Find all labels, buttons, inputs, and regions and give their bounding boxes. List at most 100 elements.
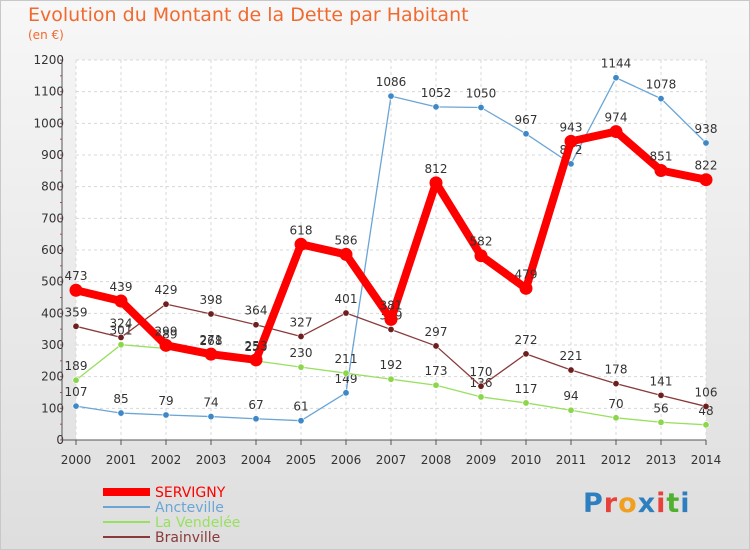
y-tick-label: 1200 [33, 53, 64, 67]
data-label-servigny: 582 [470, 235, 493, 249]
data-point-brainville [612, 380, 620, 388]
data-label-servigny: 851 [650, 150, 673, 164]
data-label-brainville: 297 [425, 325, 448, 339]
y-tick-label: 1100 [33, 85, 64, 99]
data-point-brainville [567, 366, 575, 374]
chart-title: Evolution du Montant de la Dette par Hab… [28, 4, 469, 26]
data-label-brainville: 398 [200, 293, 223, 307]
y-tick-label: 500 [41, 275, 64, 289]
data-point-ancteville [657, 95, 665, 103]
data-label-servigny: 299 [155, 324, 178, 338]
x-tick-label: 2010 [511, 453, 542, 467]
data-point-servigny [474, 249, 488, 263]
logo-letter: r [603, 488, 619, 519]
data-label-brainville: 170 [470, 365, 493, 379]
data-point-ancteville [252, 415, 260, 423]
data-point-brainville [297, 332, 305, 340]
data-label-ancteville: 1052 [421, 86, 452, 100]
data-point-servigny [69, 283, 83, 297]
data-label-brainville: 401 [335, 292, 358, 306]
data-point-ancteville [342, 389, 350, 397]
data-label-brainville: 364 [245, 304, 268, 318]
legend-label-brainville: Brainville [155, 530, 220, 546]
data-point-servigny [519, 281, 533, 295]
data-point-servigny [654, 164, 668, 178]
data-point-servigny [384, 312, 398, 326]
data-label-servigny: 479 [515, 267, 538, 281]
data-label-ancteville: 85 [113, 392, 128, 406]
data-point-ancteville [72, 402, 80, 410]
y-tick-label: 400 [41, 306, 64, 320]
data-label-servigny: 439 [110, 280, 133, 294]
data-label-la-vendel-e: 70 [608, 397, 623, 411]
data-point-ancteville [297, 417, 305, 425]
data-point-ancteville [477, 104, 485, 112]
data-label-servigny: 943 [560, 120, 583, 134]
data-label-la-vendel-e: 94 [563, 389, 578, 403]
data-point-ancteville [117, 409, 125, 417]
data-point-servigny [609, 125, 623, 139]
data-point-ancteville [162, 411, 170, 419]
x-tick-label: 2003 [196, 453, 227, 467]
data-label-ancteville: 1050 [466, 87, 497, 101]
x-tick-label: 2004 [241, 453, 272, 467]
data-label-ancteville: 61 [293, 400, 308, 414]
data-point-servigny [159, 338, 173, 352]
logo-letter: t [666, 488, 681, 519]
data-label-la-vendel-e: 211 [335, 352, 358, 366]
data-point-ancteville [387, 92, 395, 100]
x-tick-label: 2008 [421, 453, 452, 467]
data-label-la-vendel-e: 189 [65, 359, 88, 373]
data-label-servigny: 473 [65, 269, 88, 283]
legend-label-servigny: SERVIGNY [155, 485, 226, 501]
data-point-la-vendel-e [657, 418, 665, 426]
y-tick-label: 600 [41, 243, 64, 257]
x-tick-label: 2000 [61, 453, 92, 467]
data-label-la-vendel-e: 173 [425, 364, 448, 378]
data-label-brainville: 106 [695, 385, 718, 399]
data-point-servigny [294, 237, 308, 251]
data-label-servigny: 822 [695, 159, 718, 173]
data-point-la-vendel-e [477, 393, 485, 401]
y-tick-label: 800 [41, 180, 64, 194]
data-label-ancteville: 938 [695, 122, 718, 136]
x-tick-label: 2002 [151, 453, 182, 467]
data-point-ancteville [207, 413, 215, 421]
data-label-ancteville: 1086 [376, 75, 407, 89]
x-tick-label: 2012 [601, 453, 632, 467]
y-tick-label: 100 [41, 401, 64, 415]
data-point-brainville [342, 309, 350, 317]
data-label-servigny: 586 [335, 233, 358, 247]
legend-label-la-vendel-e: La Vendelée [155, 515, 240, 531]
data-point-ancteville [522, 130, 530, 138]
y-tick-label: 700 [41, 211, 64, 225]
data-point-brainville [72, 322, 80, 330]
data-point-la-vendel-e [297, 363, 305, 371]
data-label-brainville: 327 [290, 315, 313, 329]
data-point-la-vendel-e [117, 341, 125, 349]
data-point-la-vendel-e [387, 375, 395, 383]
data-point-servigny [339, 247, 353, 261]
data-point-servigny [249, 353, 263, 367]
logo-letter: o [618, 488, 638, 519]
data-point-la-vendel-e [612, 414, 620, 422]
x-tick-label: 2014 [691, 453, 722, 467]
data-label-servigny: 974 [605, 111, 628, 125]
legend-label-ancteville: Ancteville [155, 500, 224, 516]
data-point-ancteville [432, 103, 440, 111]
data-point-brainville [117, 333, 125, 341]
y-tick-label: 200 [41, 370, 64, 384]
data-point-la-vendel-e [702, 421, 710, 429]
data-point-brainville [522, 350, 530, 358]
x-tick-label: 2001 [106, 453, 137, 467]
chart-unit: (en €) [28, 28, 64, 42]
data-point-la-vendel-e [72, 376, 80, 384]
data-point-la-vendel-e [342, 369, 350, 377]
data-label-brainville: 178 [605, 363, 628, 377]
data-label-ancteville: 67 [248, 398, 263, 412]
proxiti-logo: Proxiti [583, 488, 691, 519]
data-point-brainville [207, 310, 215, 318]
data-label-ancteville: 967 [515, 113, 538, 127]
data-label-ancteville: 107 [65, 385, 88, 399]
data-label-ancteville: 1144 [601, 57, 632, 71]
